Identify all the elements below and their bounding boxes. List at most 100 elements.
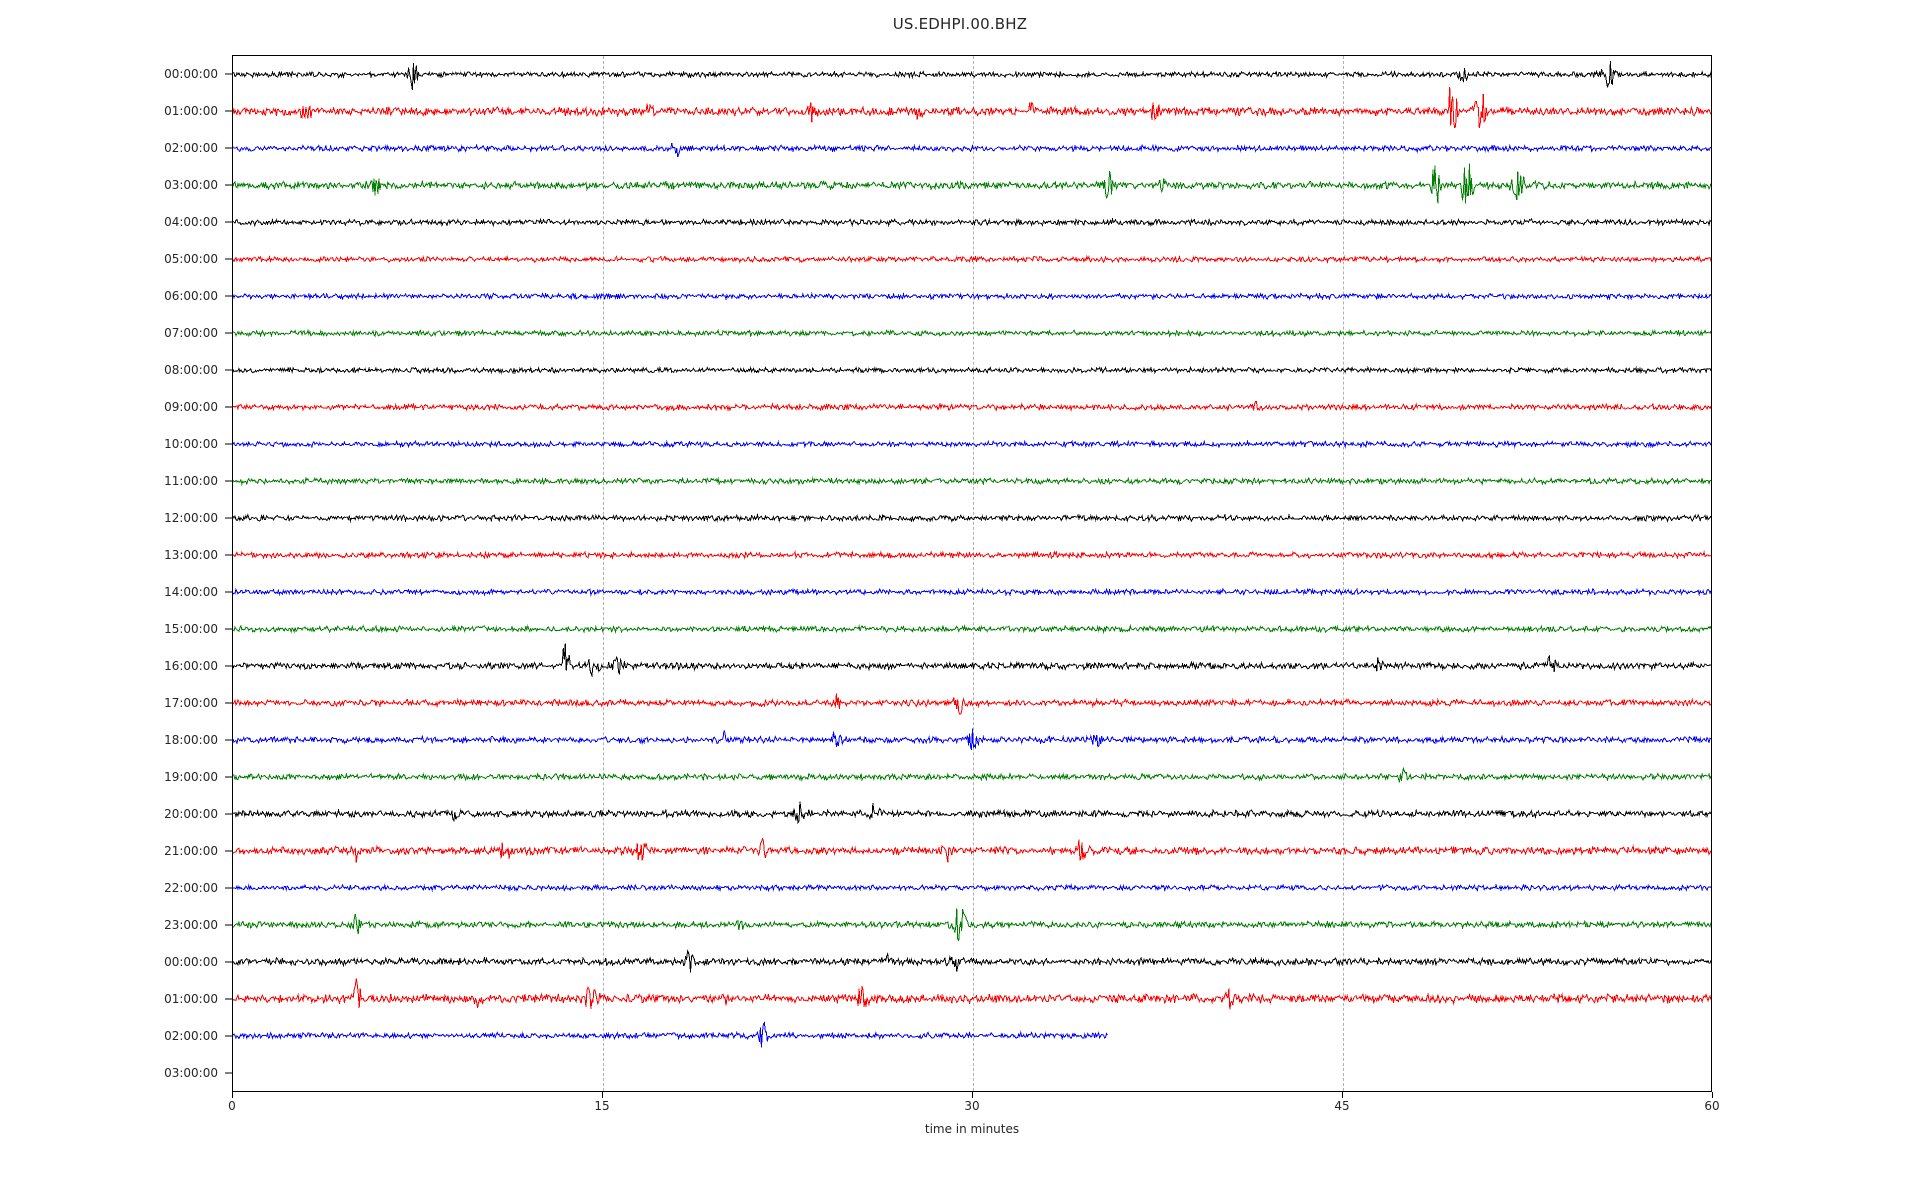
y-tick-label-0: 00:00:00 [164, 66, 218, 81]
x-tick-mark-0 [232, 1092, 233, 1098]
y-tick-label-5: 05:00:00 [164, 251, 218, 266]
y-tick-label-22: 22:00:00 [164, 881, 218, 896]
y-tick-label-23: 23:00:00 [164, 918, 218, 933]
y-tick-mark-17 [225, 702, 232, 704]
x-tick-label-30: 30 [964, 1099, 980, 1113]
y-tick-mark-2 [225, 147, 232, 149]
y-tick-label-11: 11:00:00 [164, 473, 218, 488]
x-tick-mark-60 [1712, 1092, 1713, 1098]
y-tick-mark-0 [225, 73, 232, 75]
trace-row-5 [233, 254, 1711, 264]
gridlines [233, 56, 1711, 1091]
plot-axes [232, 55, 1712, 1092]
trace-row-13 [233, 550, 1711, 560]
trace-row-12 [233, 513, 1711, 523]
y-tick-label-26: 02:00:00 [164, 1029, 218, 1044]
y-tick-label-24: 00:00:00 [164, 955, 218, 970]
y-tick-mark-21 [225, 850, 232, 852]
y-tick-label-6: 06:00:00 [164, 288, 218, 303]
trace-row-15 [233, 623, 1711, 634]
y-tick-mark-27 [225, 1072, 232, 1074]
x-axis-label: time in minutes [924, 1122, 1020, 1136]
y-tick-label-14: 14:00:00 [164, 585, 218, 600]
trace-row-19 [233, 766, 1711, 783]
x-tick-label-60: 60 [1704, 1099, 1720, 1113]
y-tick-label-9: 09:00:00 [164, 399, 218, 414]
trace-row-2 [233, 142, 1711, 158]
trace-row-0 [233, 60, 1711, 90]
y-tick-label-16: 16:00:00 [164, 659, 218, 674]
y-tick-mark-20 [225, 813, 232, 815]
trace-row-14 [233, 587, 1711, 597]
trace-row-17 [233, 693, 1711, 715]
y-tick-mark-1 [225, 110, 232, 112]
trace-row-9 [233, 400, 1711, 413]
y-tick-mark-8 [225, 369, 232, 371]
x-tick-label-15: 15 [594, 1099, 610, 1113]
trace-row-8 [233, 365, 1711, 375]
y-tick-mark-4 [225, 221, 232, 223]
y-tick-mark-19 [225, 776, 232, 778]
x-tick-label-45: 45 [1334, 1099, 1350, 1113]
y-tick-label-3: 03:00:00 [164, 177, 218, 192]
y-tick-label-2: 02:00:00 [164, 140, 218, 155]
y-tick-mark-16 [225, 665, 232, 667]
gridline-x-30 [973, 56, 974, 1091]
trace-row-7 [233, 328, 1711, 338]
y-tick-label-18: 18:00:00 [164, 733, 218, 748]
y-tick-mark-6 [225, 295, 232, 297]
y-tick-mark-5 [225, 258, 232, 260]
y-tick-label-8: 08:00:00 [164, 362, 218, 377]
y-tick-mark-12 [225, 517, 232, 519]
trace-row-24 [233, 949, 1711, 973]
trace-row-20 [233, 801, 1711, 825]
trace-row-1 [233, 86, 1711, 128]
trace-row-11 [233, 476, 1711, 487]
trace-row-23 [233, 908, 1711, 942]
y-tick-label-19: 19:00:00 [164, 770, 218, 785]
y-tick-mark-11 [225, 480, 232, 482]
y-tick-label-21: 21:00:00 [164, 844, 218, 859]
y-tick-mark-25 [225, 998, 232, 1000]
trace-row-3 [233, 163, 1711, 204]
y-tick-mark-22 [225, 887, 232, 889]
page-title: US.EDHPI.00.BHZ [892, 15, 1028, 33]
gridline-x-15 [603, 56, 604, 1091]
y-tick-mark-10 [225, 443, 232, 445]
waveform-traces [233, 60, 1711, 1048]
y-tick-mark-24 [225, 961, 232, 963]
y-tick-label-15: 15:00:00 [164, 622, 218, 637]
y-tick-label-4: 04:00:00 [164, 214, 218, 229]
y-tick-mark-9 [225, 406, 232, 408]
y-tick-label-10: 10:00:00 [164, 436, 218, 451]
trace-row-25 [233, 978, 1711, 1010]
y-tick-label-12: 12:00:00 [164, 510, 218, 525]
x-tick-mark-15 [602, 1092, 603, 1098]
y-tick-mark-18 [225, 739, 232, 741]
trace-row-10 [233, 439, 1711, 449]
x-tick-label-0: 0 [228, 1099, 236, 1113]
y-tick-mark-15 [225, 628, 232, 630]
y-tick-label-20: 20:00:00 [164, 807, 218, 822]
trace-row-18 [233, 728, 1711, 751]
y-tick-mark-14 [225, 591, 232, 593]
trace-row-16 [233, 643, 1711, 678]
trace-row-26 [233, 1021, 1108, 1048]
trace-row-4 [233, 217, 1711, 228]
trace-row-6 [233, 291, 1711, 301]
y-tick-mark-13 [225, 554, 232, 556]
x-tick-mark-45 [1342, 1092, 1343, 1098]
trace-row-21 [233, 837, 1711, 863]
y-tick-label-1: 01:00:00 [164, 103, 218, 118]
y-tick-mark-23 [225, 924, 232, 926]
gridline-x-45 [1343, 56, 1344, 1091]
y-tick-mark-3 [225, 184, 232, 186]
y-tick-label-7: 07:00:00 [164, 325, 218, 340]
y-tick-label-17: 17:00:00 [164, 696, 218, 711]
x-tick-mark-30 [972, 1092, 973, 1098]
y-tick-label-13: 13:00:00 [164, 547, 218, 562]
y-tick-label-25: 01:00:00 [164, 992, 218, 1007]
y-tick-mark-7 [225, 332, 232, 334]
y-tick-mark-26 [225, 1035, 232, 1037]
